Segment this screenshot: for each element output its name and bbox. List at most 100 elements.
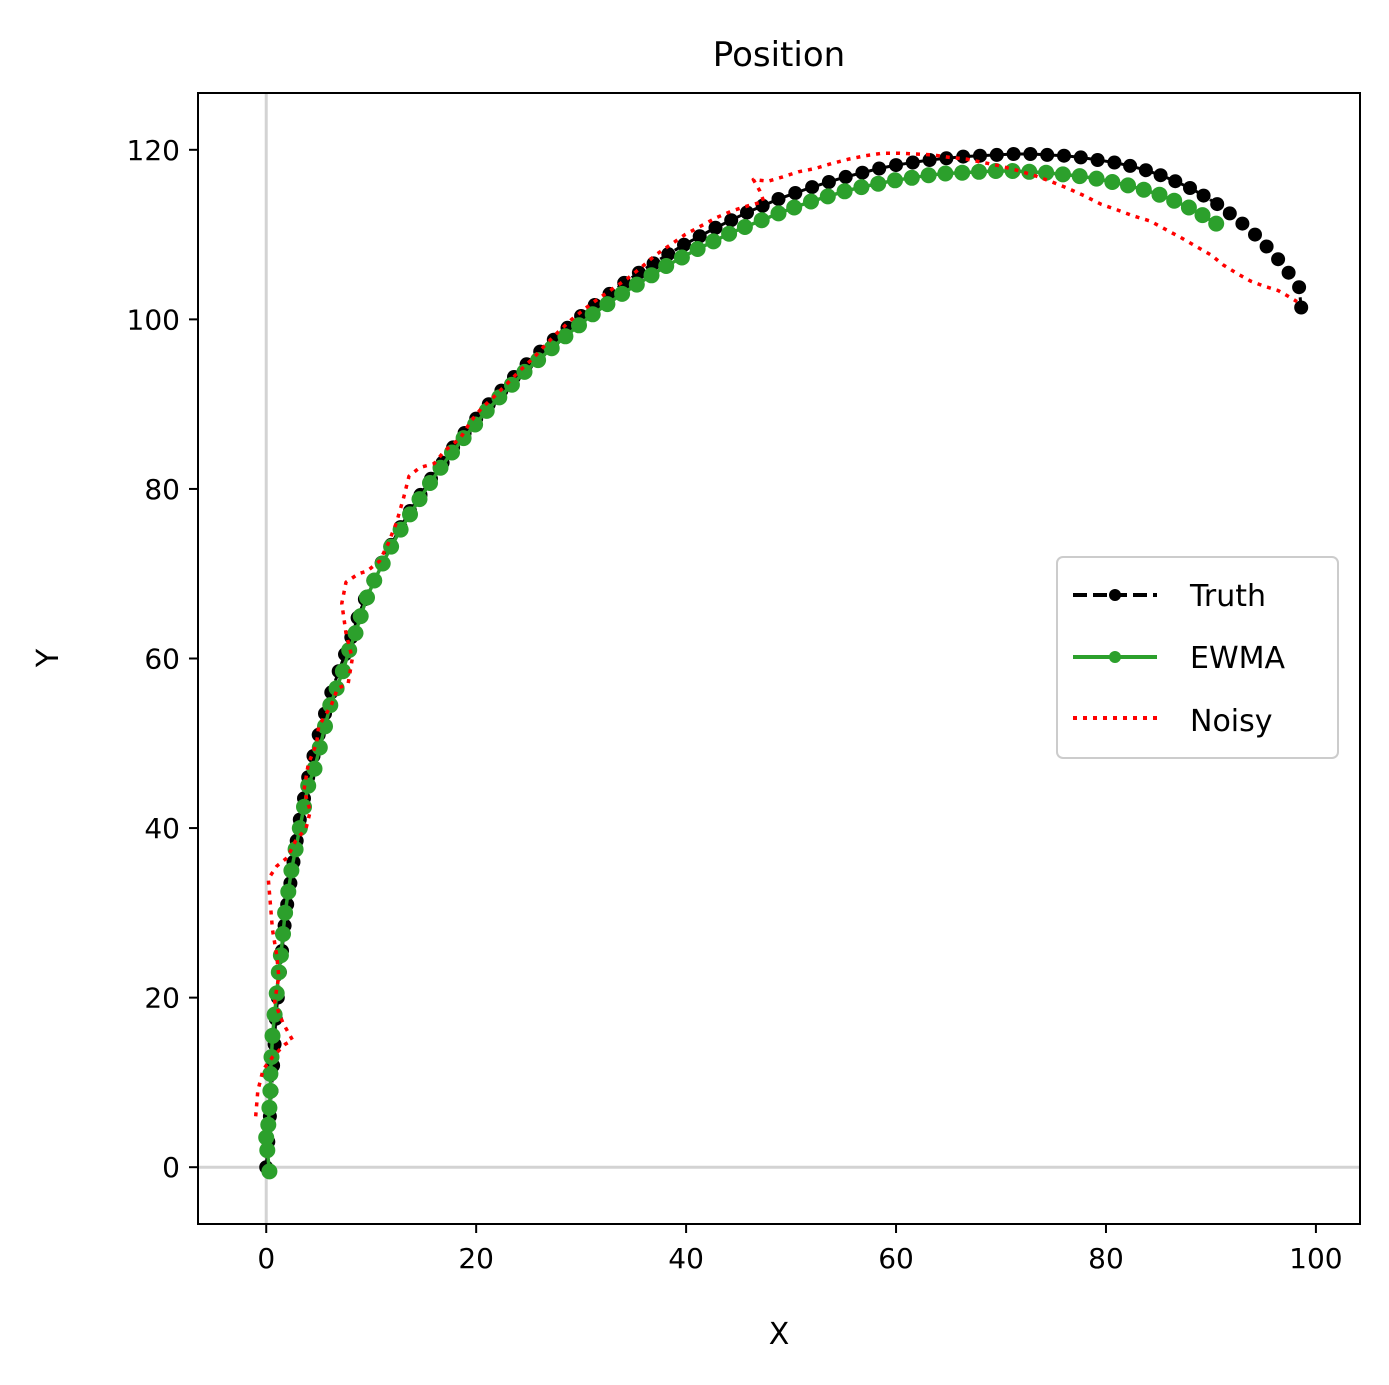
point-truth xyxy=(708,220,723,235)
point-ewma xyxy=(455,430,472,447)
legend-box xyxy=(1056,556,1339,759)
point-ewma xyxy=(261,1163,278,1180)
point-ewma xyxy=(543,340,560,357)
point-ewma xyxy=(819,188,836,205)
point-ewma xyxy=(1194,207,1211,224)
point-ewma xyxy=(467,416,484,433)
point-ewma xyxy=(836,183,853,200)
point-truth xyxy=(1057,148,1071,163)
point-ewma xyxy=(753,212,770,229)
point-ewma xyxy=(272,947,289,964)
point-ewma xyxy=(1208,215,1225,232)
point-ewma xyxy=(1135,181,1152,198)
point-ewma xyxy=(411,491,428,508)
point-ewma xyxy=(444,444,460,461)
point-ewma xyxy=(283,862,300,879)
point-ewma xyxy=(643,267,660,284)
point-ewma xyxy=(770,205,787,222)
x-tick-label: 60 xyxy=(878,1242,914,1275)
point-ewma xyxy=(530,352,547,369)
point-truth xyxy=(1123,158,1138,173)
x-tick-label: 100 xyxy=(1289,1242,1342,1275)
point-truth xyxy=(1183,181,1197,195)
point-ewma xyxy=(786,199,803,216)
point-ewma xyxy=(347,625,364,642)
point-truth xyxy=(740,205,754,220)
point-truth xyxy=(1090,153,1105,167)
point-ewma xyxy=(291,820,308,837)
point-ewma xyxy=(571,317,587,334)
point-ewma xyxy=(287,841,304,858)
point-truth xyxy=(889,158,903,173)
point-truth xyxy=(755,198,770,213)
point-ewma xyxy=(280,883,297,900)
legend-label-ewma: EWMA xyxy=(1190,641,1286,676)
point-truth xyxy=(1023,147,1038,161)
point-truth xyxy=(1222,206,1237,221)
legend-label-noisy: Noisy xyxy=(1190,704,1273,739)
point-ewma xyxy=(328,680,345,697)
chart-title: Position xyxy=(713,35,845,75)
y-axis-title: Y xyxy=(31,648,66,668)
point-ewma xyxy=(584,306,601,323)
point-ewma xyxy=(491,389,508,406)
point-truth xyxy=(1294,300,1309,315)
point-truth xyxy=(1259,239,1274,254)
point-ewma xyxy=(870,175,887,192)
point-truth xyxy=(1138,163,1153,178)
point-truth xyxy=(922,153,937,167)
point-ewma xyxy=(599,296,616,313)
point-ewma xyxy=(937,165,954,182)
point-truth xyxy=(771,192,786,206)
point-ewma xyxy=(366,572,383,589)
point-ewma xyxy=(296,798,312,815)
x-tick-label: 40 xyxy=(668,1242,704,1275)
point-truth xyxy=(1153,168,1168,183)
point-truth xyxy=(821,175,836,189)
point-truth xyxy=(1210,197,1225,212)
y-tick-label: 60 xyxy=(144,643,180,676)
legend: Truth EWMA Noisy xyxy=(1056,556,1339,759)
point-ewma xyxy=(260,1116,277,1133)
point-ewma xyxy=(262,1065,279,1082)
point-truth xyxy=(677,237,691,252)
point-ewma xyxy=(954,164,971,181)
x-tick-label: 80 xyxy=(1088,1242,1124,1275)
point-ewma xyxy=(432,459,449,476)
point-ewma xyxy=(374,555,391,572)
point-ewma xyxy=(557,328,574,345)
point-truth xyxy=(631,265,646,280)
point-truth xyxy=(805,180,820,195)
point-ewma xyxy=(311,739,328,756)
point-truth xyxy=(724,213,739,228)
point-ewma xyxy=(1151,186,1168,203)
point-truth xyxy=(1292,280,1307,295)
point-truth xyxy=(1107,155,1122,170)
point-truth xyxy=(1168,174,1183,189)
point-ewma xyxy=(689,241,706,257)
point-ewma xyxy=(306,760,323,777)
point-truth xyxy=(1281,265,1296,280)
x-axis-title: X xyxy=(769,1317,790,1352)
legend-marker-truth xyxy=(1109,589,1121,601)
point-ewma xyxy=(1088,170,1105,187)
point-ewma xyxy=(478,402,495,419)
point-ewma xyxy=(322,697,339,714)
point-truth xyxy=(855,165,870,180)
point-ewma xyxy=(1166,192,1183,209)
point-truth xyxy=(1271,252,1286,267)
point-truth xyxy=(661,247,676,262)
point-ewma xyxy=(264,1027,281,1044)
point-truth xyxy=(1196,188,1211,203)
series-layer xyxy=(253,147,1309,1180)
point-truth xyxy=(692,229,707,244)
y-tick-label: 0 xyxy=(162,1151,180,1184)
point-truth xyxy=(973,148,987,163)
point-truth xyxy=(838,169,853,184)
legend-marker-ewma xyxy=(1109,651,1121,663)
point-ewma xyxy=(300,777,317,794)
y-axis: 0 20 40 60 80 100 120 xyxy=(127,134,198,1184)
point-ewma xyxy=(658,258,675,274)
point-ewma xyxy=(614,285,631,302)
